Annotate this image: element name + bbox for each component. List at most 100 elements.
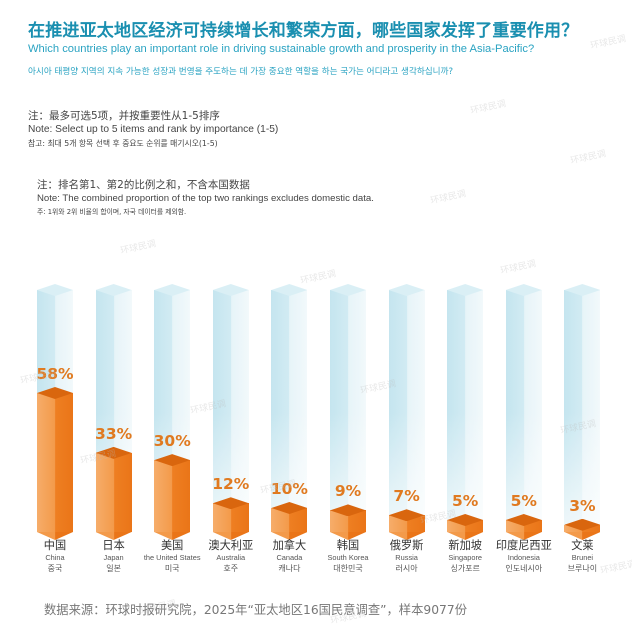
country-label: 美国 the United States 미국 [126, 539, 218, 574]
selection-note: 注：最多可选5项，并按重要性从1-5排序 Note: Select up to … [28, 109, 278, 150]
chart-title-zh: 在推进亚太地区经济可持续增长和繁荣方面，哪些国家发挥了重要作用？ [28, 21, 579, 41]
value-label: 5% [452, 492, 479, 511]
country-name-en: Indonesia [507, 553, 540, 562]
bar-column: 12% 澳大利亚 Australia 호주 [208, 290, 253, 590]
country-name-en: Singapore [448, 553, 483, 562]
bar-column: 10% 加拿大 Canada 캐나다 [271, 290, 308, 590]
country-name-ko: 싱가포르 [450, 564, 480, 573]
watermark: 环球民调 [429, 189, 467, 207]
chart-title-ko: 아시아 태평양 지역의 지속 가능한 성장과 번영을 주도하는 데 가장 중요한… [28, 67, 454, 77]
country-name-ko: 브루나이 [567, 564, 598, 573]
chart-title-en: Which countries play an important role i… [28, 43, 535, 55]
country-name-ko: 호주 [223, 564, 239, 573]
bar-bottom-edge [212, 532, 249, 540]
bar-column: 58% 中国 China 중국 [36, 290, 74, 590]
country-name-zh: 澳大利亚 [208, 539, 254, 552]
background-bar [212, 290, 249, 532]
bar-bottom-edge [505, 532, 542, 540]
selection-note-en: Note: Select up to 5 items and rank by i… [28, 124, 279, 135]
watermark: 环球民调 [299, 269, 337, 287]
country-name-en: Australia [216, 553, 246, 562]
country-label: 加拿大 Canada 캐나다 [243, 539, 335, 574]
country-name-ko: 대한민국 [333, 564, 363, 573]
bar-column: 5% 新加坡 Singapore 싱가포르 [447, 290, 484, 590]
watermark: 环球民调 [569, 149, 607, 167]
proportion-note: 注：排名第1、第2的比例之和，不含本国数据 Note: The combined… [37, 178, 374, 219]
bar-bottom-edge [37, 532, 73, 540]
proportion-note-ko: 주: 1위와 2위 비율의 합이며, 자국 데이터를 제외함. [37, 208, 187, 216]
selection-note-zh: 注：最多可选5项，并按重要性从1-5排序 [28, 110, 220, 122]
bar-bottom-edge [271, 532, 308, 540]
proportion-note-en: Note: The combined proportion of the top… [37, 193, 374, 204]
bar-column: 3% 文莱 Brunei 브루나이 [564, 290, 601, 590]
value-bar [388, 515, 425, 532]
bar-top-face [388, 509, 425, 522]
country-label: 韩国 South Korea 대한민국 [302, 539, 394, 574]
bar-bottom-edge [388, 532, 425, 540]
bar-bottom-edge [95, 532, 132, 540]
country-name-zh: 美国 [160, 539, 184, 552]
bar-chart: 58% 中国 China 중국 33% 日本 Japan 일본 30% 美国 the United … [0, 290, 632, 590]
watermark: 环球民调 [499, 259, 537, 277]
country-label: 澳大利亚 Australia 호주 [185, 539, 277, 574]
value-label: 58% [36, 365, 74, 383]
background-bar [447, 290, 484, 532]
country-name-ko: 미국 [164, 564, 180, 573]
bar-top-face [95, 446, 132, 459]
value-label: 9% [334, 482, 362, 501]
value-bar [154, 460, 191, 532]
country-name-zh: 新加坡 [448, 539, 482, 552]
value-label: 5% [510, 492, 537, 511]
bar-column: 30% 美国 the United States 미국 [144, 290, 201, 590]
country-label: 日本 Japan 일본 [68, 539, 160, 574]
country-name-en: South Korea [327, 553, 369, 562]
bar-bottom-edge [447, 532, 484, 540]
bar-top-face [447, 514, 484, 527]
country-name-zh: 韩国 [336, 539, 360, 552]
bar-top-face [271, 502, 308, 515]
bar-top-face [564, 518, 601, 531]
value-bar [330, 510, 366, 532]
value-label: 10% [270, 480, 308, 499]
bar-top-face [212, 497, 249, 510]
value-label: 7% [393, 487, 420, 506]
country-name-zh: 中国 [43, 539, 67, 552]
country-name-en: China [45, 553, 65, 562]
watermark: 环球民调 [469, 99, 507, 117]
bar-column: 9% 韩国 South Korea 대한민국 [327, 290, 369, 590]
bar-column: 5% 印度尼西亚 Indonesia 인도네시아 [496, 290, 552, 590]
country-name-ko: 중국 [47, 564, 63, 573]
selection-note-ko: 참고: 최대 5개 항목 선택 후 중요도 순위를 매기시오(1-5) [28, 139, 218, 148]
country-name-zh: 俄罗斯 [389, 539, 424, 552]
country-name-ko: 캐나다 [278, 564, 301, 573]
background-bar [564, 290, 601, 532]
country-label: 俄罗斯 Russia 러시아 [361, 539, 453, 574]
country-name-en: Canada [276, 553, 303, 562]
country-label: 中国 China 중국 [9, 539, 101, 574]
bar-bottom-edge [330, 532, 366, 540]
country-name-en: Russia [395, 553, 418, 562]
country-label: 文莱 Brunei 브루나이 [536, 539, 628, 574]
bar-top-face [154, 454, 191, 467]
watermark: 环球民调 [589, 34, 627, 52]
bar-bottom-edge [154, 532, 191, 540]
proportion-note-zh: 注：排名第1、第2的比例之和，不含本国数据 [37, 179, 250, 191]
country-name-zh: 文莱 [571, 539, 594, 552]
country-name-ko: 일본 [106, 564, 121, 573]
bar-top-face [37, 387, 73, 399]
value-bar [95, 452, 132, 532]
country-name-en: Brunei [571, 553, 594, 562]
country-name-zh: 加拿大 [272, 539, 307, 552]
value-label: 33% [95, 424, 133, 443]
country-name-zh: 日本 [102, 539, 125, 552]
value-bar [271, 508, 308, 532]
country-label: 新加坡 Singapore 싱가포르 [419, 539, 511, 574]
value-label: 30% [153, 432, 191, 451]
bar-column: 7% 俄罗斯 Russia 러시아 [388, 290, 425, 590]
value-label: 12% [212, 475, 250, 494]
data-source: 数据来源：环球时报研究院，2025年“亚太地区16国民意调查”，样本9077份 [44, 603, 467, 617]
country-name-ko: 인도네시아 [505, 564, 543, 573]
watermark: 环球民调 [119, 239, 157, 257]
background-bar [330, 290, 366, 532]
country-name-en: Japan [103, 553, 124, 562]
